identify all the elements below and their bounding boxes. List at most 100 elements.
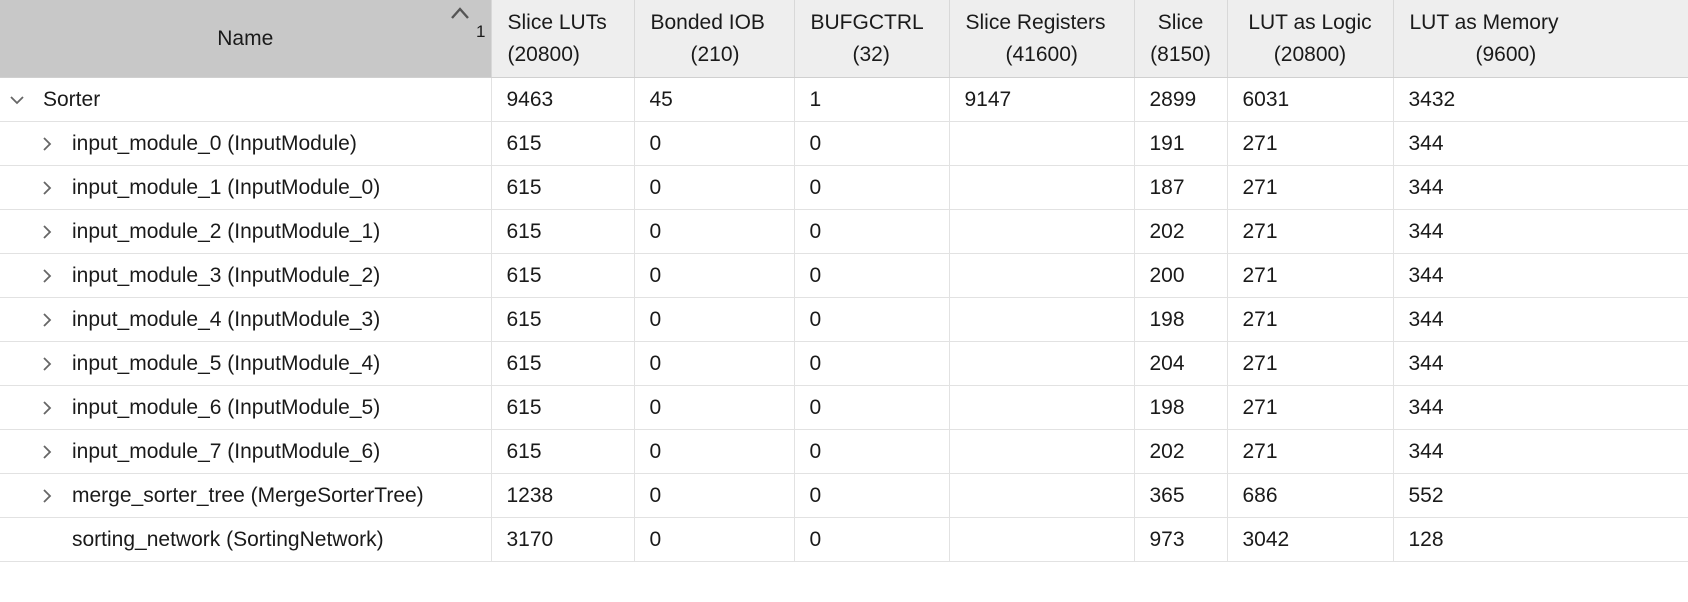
name-cell[interactable]: sorting_network (SortingNetwork) xyxy=(0,517,492,562)
column-header-lut-as-memory[interactable]: LUT as Memory (9600) xyxy=(1393,0,1688,78)
column-header-lut-as-logic[interactable]: LUT as Logic (20800) xyxy=(1227,0,1394,78)
cell-value: 0 xyxy=(809,175,822,199)
cell-lut-as-memory: 344 xyxy=(1393,253,1688,298)
chevron-right-icon[interactable] xyxy=(38,267,56,285)
tree-row[interactable]: sorting_network (SortingNetwork) 3170 0 0 97… xyxy=(0,517,1688,562)
cell-slice-luts: 615 xyxy=(491,121,635,166)
cell-value: 344 xyxy=(1408,263,1444,287)
chevron-down-icon[interactable] xyxy=(8,91,26,109)
column-header-capacity: (8150) xyxy=(1150,42,1211,66)
chevron-right-icon[interactable] xyxy=(38,223,56,241)
tree-row[interactable]: input_module_1 (InputModule_0) 615 0 0 187 27… xyxy=(0,165,1688,210)
cell-slice-luts: 615 xyxy=(491,165,635,210)
cell-bufgctrl: 0 xyxy=(794,297,950,342)
cell-value: 0 xyxy=(809,131,822,155)
column-header-capacity: (32) xyxy=(852,42,890,66)
cell-bufgctrl: 0 xyxy=(794,209,950,254)
tree-row[interactable]: input_module_2 (InputModule_1) 615 0 0 202 27… xyxy=(0,209,1688,254)
cell-lut-as-memory: 344 xyxy=(1393,121,1688,166)
chevron-right-icon[interactable] xyxy=(38,355,56,373)
header-row: Name 1 Slice LUTs (20800) Bonded IOB (21… xyxy=(0,0,1688,78)
sort-ascending-icon[interactable] xyxy=(450,4,470,22)
cell-lut-as-logic: 271 xyxy=(1227,429,1394,474)
cell-value: 0 xyxy=(649,527,662,551)
cell-value: 3432 xyxy=(1408,87,1456,111)
cell-bufgctrl: 0 xyxy=(794,385,950,430)
tree-row-root[interactable]: Sorter 9463 45 1 9147 2899 6031 3432 xyxy=(0,77,1688,122)
cell-value: 271 xyxy=(1242,439,1278,463)
sort-index: 1 xyxy=(476,22,486,41)
cell-slice-luts: 3170 xyxy=(491,517,635,562)
cell-value: 271 xyxy=(1242,307,1278,331)
name-cell[interactable]: input_module_2 (InputModule_1) xyxy=(0,209,492,254)
chevron-right-icon[interactable] xyxy=(38,487,56,505)
chevron-right-icon[interactable] xyxy=(38,311,56,329)
tree-row[interactable]: input_module_0 (InputModule) 615 0 0 191 271 3… xyxy=(0,121,1688,166)
cell-slice-registers xyxy=(949,253,1135,298)
cell-value: 0 xyxy=(649,219,662,243)
cell-value: 615 xyxy=(506,131,542,155)
cell-slice: 204 xyxy=(1134,341,1228,386)
chevron-right-icon[interactable] xyxy=(38,135,56,153)
cell-bufgctrl: 0 xyxy=(794,341,950,386)
instance-name: sorting_network (SortingNetwork) xyxy=(72,528,384,551)
cell-value: 271 xyxy=(1242,395,1278,419)
column-header-capacity: (210) xyxy=(690,42,740,66)
tree-row[interactable]: input_module_7 (InputModule_6) 615 0 0 202 27… xyxy=(0,429,1688,474)
chevron-right-icon[interactable] xyxy=(38,399,56,417)
cell-lut-as-memory: 128 xyxy=(1393,517,1688,562)
cell-lut-as-logic: 271 xyxy=(1227,253,1394,298)
column-header-name[interactable]: Name 1 xyxy=(0,0,492,78)
name-cell[interactable]: input_module_1 (InputModule_0) xyxy=(0,165,492,210)
cell-value: 202 xyxy=(1149,219,1185,243)
cell-bufgctrl: 0 xyxy=(794,165,950,210)
name-cell[interactable]: input_module_4 (InputModule_3) xyxy=(0,297,492,342)
cell-slice-luts: 1238 xyxy=(491,473,635,518)
name-cell[interactable]: input_module_6 (InputModule_5) xyxy=(0,385,492,430)
cell-bonded-iob: 0 xyxy=(634,473,795,518)
cell-slice: 200 xyxy=(1134,253,1228,298)
name-cell[interactable]: input_module_3 (InputModule_2) xyxy=(0,253,492,298)
tree-row[interactable]: merge_sorter_tree (MergeSorterTree) 1238 0… xyxy=(0,473,1688,518)
cell-value: 0 xyxy=(649,263,662,287)
cell-value: 271 xyxy=(1242,351,1278,375)
cell-value: 0 xyxy=(649,351,662,375)
cell-value: 615 xyxy=(506,219,542,243)
cell-slice: 202 xyxy=(1134,209,1228,254)
column-header-slice[interactable]: Slice (8150) xyxy=(1134,0,1228,78)
cell-slice-luts: 9463 xyxy=(491,77,635,122)
tree-row[interactable]: input_module_3 (InputModule_2) 615 0 0 200 27… xyxy=(0,253,1688,298)
column-header-bonded-iob[interactable]: Bonded IOB (210) xyxy=(634,0,795,78)
cell-value: 0 xyxy=(809,439,822,463)
column-header-bufgctrl[interactable]: BUFGCTRL (32) xyxy=(794,0,950,78)
tree-row[interactable]: input_module_4 (InputModule_3) 615 0 0 198 27… xyxy=(0,297,1688,342)
instance-name: input_module_7 (InputModule_6) xyxy=(72,440,381,463)
cell-bonded-iob: 0 xyxy=(634,165,795,210)
name-cell[interactable]: input_module_0 (InputModule) xyxy=(0,121,492,166)
tree-row[interactable]: input_module_5 (InputModule_4) 615 0 0 204 27… xyxy=(0,341,1688,386)
cell-value: 2899 xyxy=(1149,87,1197,111)
instance-name: input_module_5 (InputModule_4) xyxy=(72,352,381,375)
instance-name: input_module_3 (InputModule_2) xyxy=(72,264,381,287)
tree-row[interactable]: input_module_6 (InputModule_5) 615 0 0 198 27… xyxy=(0,385,1688,430)
cell-lut-as-memory: 344 xyxy=(1393,297,1688,342)
instance-name: input_module_6 (InputModule_5) xyxy=(72,396,381,419)
name-cell[interactable]: input_module_5 (InputModule_4) xyxy=(0,341,492,386)
name-cell[interactable]: Sorter xyxy=(0,77,492,122)
cell-value: 615 xyxy=(506,351,542,375)
cell-value: 3170 xyxy=(506,527,554,551)
column-header-slice-luts[interactable]: Slice LUTs (20800) xyxy=(491,0,635,78)
cell-value: 0 xyxy=(809,219,822,243)
column-header-slice-registers[interactable]: Slice Registers (41600) xyxy=(949,0,1135,78)
cell-lut-as-memory: 344 xyxy=(1393,209,1688,254)
cell-value: 344 xyxy=(1408,307,1444,331)
column-header-capacity: (41600) xyxy=(1005,42,1078,66)
name-cell[interactable]: merge_sorter_tree (MergeSorterTree) xyxy=(0,473,492,518)
chevron-right-icon[interactable] xyxy=(38,179,56,197)
cell-slice-registers: 9147 xyxy=(949,77,1135,122)
cell-slice: 198 xyxy=(1134,385,1228,430)
name-cell[interactable]: input_module_7 (InputModule_6) xyxy=(0,429,492,474)
column-header-label: Slice xyxy=(1157,10,1204,34)
chevron-right-icon[interactable] xyxy=(38,443,56,461)
